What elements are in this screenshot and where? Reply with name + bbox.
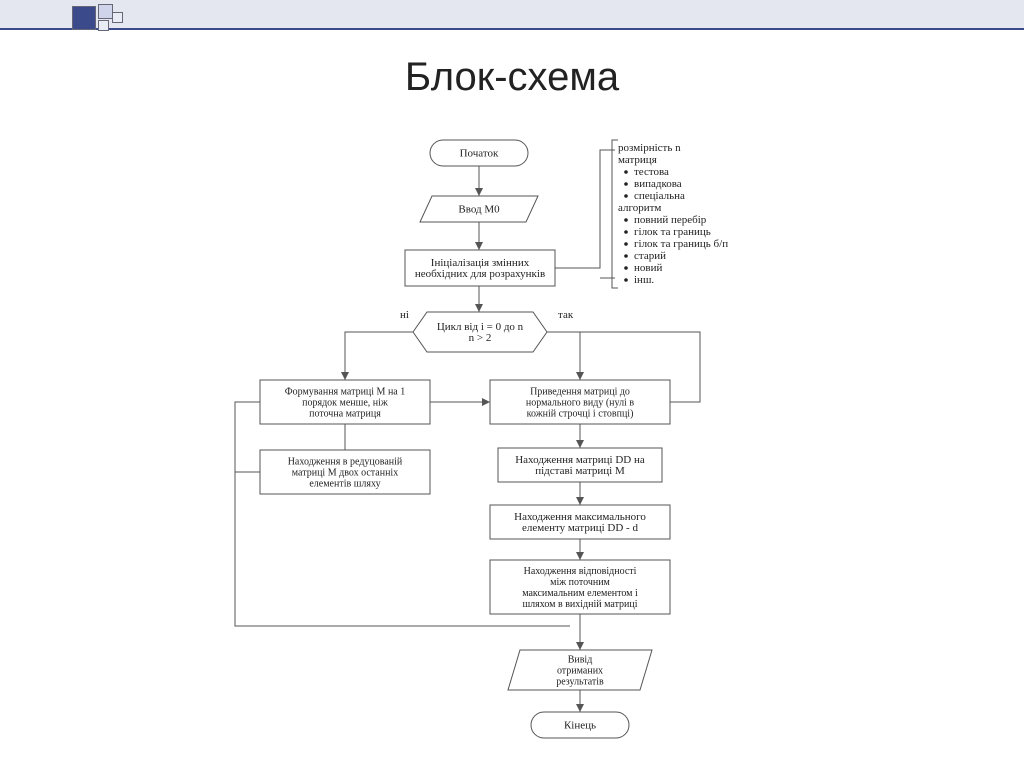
node-label-findMax: елементу матриці DD - d: [522, 522, 638, 534]
node-label-findLast: матриці M двох останніх: [292, 467, 398, 478]
node-label-end: Кінець: [564, 719, 596, 731]
node-label-normalize: нормального виду (нулі в: [526, 397, 634, 408]
node-label-findLast: елементів шляху: [309, 478, 380, 489]
annotation-line: старий: [634, 250, 666, 262]
node-label-normalize: кожній строчці і стовпці): [527, 408, 634, 419]
node-label-corresp: між поточним: [550, 577, 610, 588]
annotation-line: випадкова: [634, 178, 682, 190]
node-label-findLast: Находження в редуцованій: [288, 456, 403, 467]
annotation-line: тестова: [634, 166, 669, 178]
edge-label: ні: [400, 309, 409, 321]
flowchart-canvas: нітакПочатокВвод M0Ініціалізація змінних…: [0, 0, 1024, 768]
annotation-line: алгоритм: [618, 202, 661, 214]
node-label-formM: порядок менше, ніж: [302, 397, 388, 408]
annotation-line: спеціальна: [634, 190, 685, 202]
annotation-line: матриця: [618, 154, 657, 166]
node-label-start: Початок: [460, 147, 499, 159]
annotation-line: гілок та границь: [634, 226, 711, 238]
edge-label: так: [558, 309, 574, 321]
annotation-line: повний перебір: [634, 214, 707, 226]
node-label-formM: поточна матриця: [309, 408, 381, 419]
node-label-input: Ввод M0: [458, 203, 500, 215]
node-label-output: результатів: [556, 676, 604, 687]
node-label-output: отриманих: [557, 665, 603, 676]
node-label-corresp: максимальним елементом і: [522, 588, 638, 599]
node-label-findDD: підставі матриці M: [535, 465, 625, 477]
node-label-normalize: Приведення матриці до: [530, 386, 630, 397]
annotation-line: розмірність n: [618, 142, 681, 154]
node-label-loop: n > 2: [469, 332, 492, 344]
annotation-line: новий: [634, 262, 662, 274]
annotation-line: гілок та границь б/п: [634, 238, 728, 250]
annotation-line: інш.: [634, 274, 654, 286]
node-label-corresp: шляхом в вихідній матриці: [522, 599, 637, 610]
node-label-corresp: Находження відповідності: [524, 566, 637, 577]
node-label-formM: Формування матриці M на 1: [285, 386, 406, 397]
node-label-output: Вивід: [568, 654, 593, 665]
node-label-init: необхідних для розрахунків: [415, 268, 545, 280]
